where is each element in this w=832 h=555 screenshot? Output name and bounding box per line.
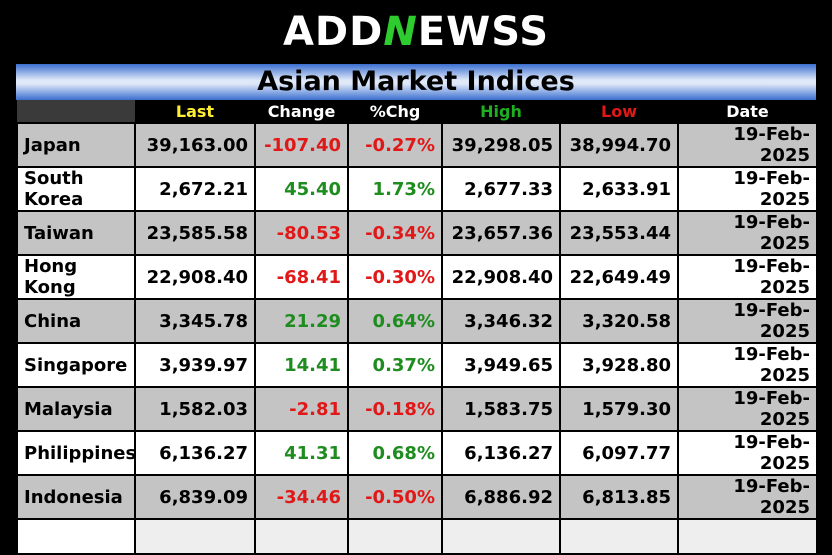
last-value: 6,839.09 bbox=[134, 474, 256, 520]
change-value: 41.31 bbox=[254, 430, 349, 476]
change-value: 21.29 bbox=[254, 298, 349, 344]
low-value: 1,579.30 bbox=[559, 386, 679, 432]
page-title: Asian Market Indices bbox=[16, 64, 816, 100]
table-row: Taiwan 23,585.58 -80.53 -0.34% 23,657.36 23,5… bbox=[16, 210, 818, 256]
last-value: 3,939.97 bbox=[134, 342, 256, 388]
header-corner bbox=[17, 100, 135, 123]
pct-change-value: 1.73% bbox=[347, 166, 443, 212]
pct-change-value: -0.27% bbox=[347, 122, 443, 168]
country-name: Hong Kong bbox=[16, 254, 136, 300]
logo-text: ADDNEWSS bbox=[283, 10, 549, 54]
country-name: Philippines bbox=[16, 430, 136, 476]
pct-change-value: 0.68% bbox=[347, 430, 443, 476]
high-value: 39,298.05 bbox=[441, 122, 561, 168]
empty-cell bbox=[254, 518, 349, 555]
high-value: 3,949.65 bbox=[441, 342, 561, 388]
country-name: Singapore bbox=[16, 342, 136, 388]
country-name: Taiwan bbox=[16, 210, 136, 256]
date-value: 19-Feb-2025 bbox=[677, 122, 818, 168]
country-name: Indonesia bbox=[16, 474, 136, 520]
table-row: China 3,345.78 21.29 0.64% 3,346.32 3,320.58 1… bbox=[16, 298, 818, 344]
high-value: 1,583.75 bbox=[441, 386, 561, 432]
market-table: Last Change %Chg High Low Date Japan 39,1… bbox=[16, 100, 818, 555]
date-value: 19-Feb-2025 bbox=[677, 166, 818, 212]
change-value: -34.46 bbox=[254, 474, 349, 520]
low-value: 3,320.58 bbox=[559, 298, 679, 344]
low-value: 3,928.80 bbox=[559, 342, 679, 388]
table-row: Indonesia 6,839.09 -34.46 -0.50% 6,886.92 6,8… bbox=[16, 474, 818, 520]
table-row: Japan 39,163.00 -107.40 -0.27% 39,298.05 38,9… bbox=[16, 122, 818, 168]
header-change: Change bbox=[255, 100, 348, 123]
low-value: 38,994.70 bbox=[559, 122, 679, 168]
header-date: Date bbox=[678, 100, 817, 123]
last-value: 22,908.40 bbox=[134, 254, 256, 300]
change-value: -68.41 bbox=[254, 254, 349, 300]
date-value: 19-Feb-2025 bbox=[677, 386, 818, 432]
country-name: Malaysia bbox=[16, 386, 136, 432]
change-value: -107.40 bbox=[254, 122, 349, 168]
change-value: -80.53 bbox=[254, 210, 349, 256]
low-value: 23,553.44 bbox=[559, 210, 679, 256]
date-value: 19-Feb-2025 bbox=[677, 430, 818, 476]
last-value: 3,345.78 bbox=[134, 298, 256, 344]
logo-part-n: N bbox=[383, 9, 418, 55]
empty-cell bbox=[16, 518, 136, 555]
header-row: Last Change %Chg High Low Date bbox=[17, 100, 817, 123]
low-value: 2,633.91 bbox=[559, 166, 679, 212]
empty-cell bbox=[441, 518, 561, 555]
date-value: 19-Feb-2025 bbox=[677, 210, 818, 256]
logo: ADDNEWSS bbox=[0, 0, 832, 62]
header-low: Low bbox=[560, 100, 678, 123]
country-name: China bbox=[16, 298, 136, 344]
pct-change-value: -0.34% bbox=[347, 210, 443, 256]
header-last: Last bbox=[135, 100, 255, 123]
high-value: 6,886.92 bbox=[441, 474, 561, 520]
pct-change-value: -0.30% bbox=[347, 254, 443, 300]
pct-change-value: -0.18% bbox=[347, 386, 443, 432]
header-pct-change: %Chg bbox=[348, 100, 442, 123]
pct-change-value: 0.64% bbox=[347, 298, 443, 344]
country-name: South Korea bbox=[16, 166, 136, 212]
date-value: 19-Feb-2025 bbox=[677, 342, 818, 388]
last-value: 2,672.21 bbox=[134, 166, 256, 212]
last-value: 6,136.27 bbox=[134, 430, 256, 476]
logo-part-add: ADD bbox=[282, 9, 384, 55]
high-value: 2,677.33 bbox=[441, 166, 561, 212]
pct-change-value: 0.37% bbox=[347, 342, 443, 388]
logo-part-ewss: EWSS bbox=[417, 9, 550, 55]
date-value: 19-Feb-2025 bbox=[677, 254, 818, 300]
empty-row bbox=[16, 518, 818, 555]
low-value: 22,649.49 bbox=[559, 254, 679, 300]
last-value: 39,163.00 bbox=[134, 122, 256, 168]
change-value: 45.40 bbox=[254, 166, 349, 212]
header-high: High bbox=[442, 100, 560, 123]
empty-cell bbox=[677, 518, 818, 555]
change-value: 14.41 bbox=[254, 342, 349, 388]
last-value: 23,585.58 bbox=[134, 210, 256, 256]
high-value: 6,136.27 bbox=[441, 430, 561, 476]
low-value: 6,813.85 bbox=[559, 474, 679, 520]
low-value: 6,097.77 bbox=[559, 430, 679, 476]
change-value: -2.81 bbox=[254, 386, 349, 432]
high-value: 22,908.40 bbox=[441, 254, 561, 300]
table-row: Hong Kong 22,908.40 -68.41 -0.30% 22,908.40 2… bbox=[16, 254, 818, 300]
high-value: 23,657.36 bbox=[441, 210, 561, 256]
empty-cell bbox=[559, 518, 679, 555]
table-row: Singapore 3,939.97 14.41 0.37% 3,949.65 3,928… bbox=[16, 342, 818, 388]
date-value: 19-Feb-2025 bbox=[677, 298, 818, 344]
empty-cell bbox=[347, 518, 443, 555]
date-value: 19-Feb-2025 bbox=[677, 474, 818, 520]
table-row: South Korea 2,672.21 45.40 1.73% 2,677.33 2,6… bbox=[16, 166, 818, 212]
country-name: Japan bbox=[16, 122, 136, 168]
last-value: 1,582.03 bbox=[134, 386, 256, 432]
pct-change-value: -0.50% bbox=[347, 474, 443, 520]
table-row: Malaysia 1,582.03 -2.81 -0.18% 1,583.75 1,579… bbox=[16, 386, 818, 432]
empty-cell bbox=[134, 518, 256, 555]
table-row: Philippines 6,136.27 41.31 0.68% 6,136.27 6,0… bbox=[16, 430, 818, 476]
high-value: 3,346.32 bbox=[441, 298, 561, 344]
